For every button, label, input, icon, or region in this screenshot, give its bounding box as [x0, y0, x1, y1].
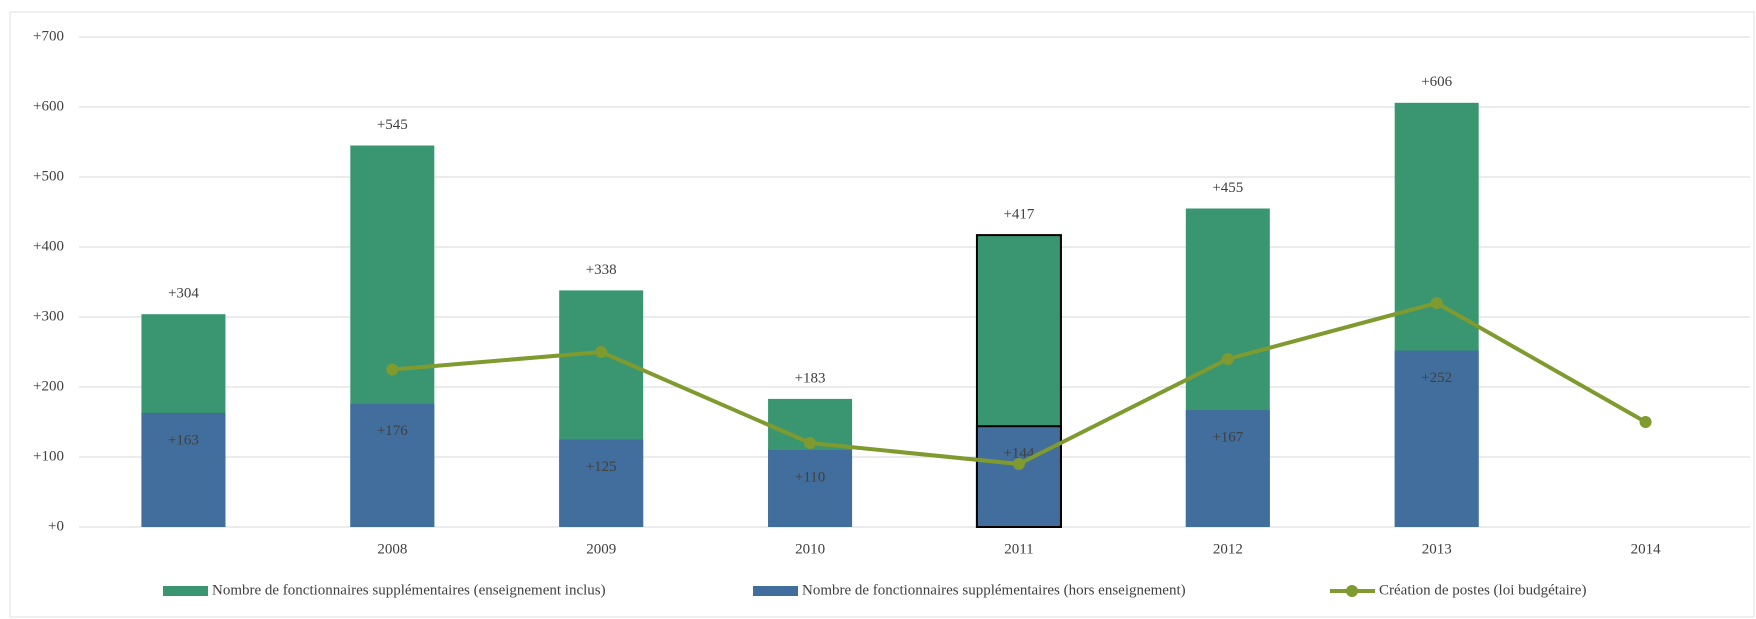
bar [1185, 410, 1270, 527]
value-label: +338 [586, 262, 617, 278]
value-label: +252 [1421, 370, 1452, 386]
y-tick-label: +100 [33, 448, 64, 464]
legend-label: Nombre de fonctionnaires supplémentaires… [802, 582, 1186, 598]
value-label: +110 [795, 469, 825, 485]
value-label: +545 [377, 117, 408, 133]
legend-label: Création de postes (loi budgétaire) [1379, 582, 1586, 598]
y-tick-label: +200 [33, 378, 64, 394]
bar [768, 450, 853, 527]
bar [141, 412, 226, 527]
line-point [1221, 353, 1234, 365]
x-tick-label: 2008 [377, 541, 407, 557]
bar [350, 403, 435, 527]
x-tick-label: 2010 [795, 541, 825, 557]
bar [559, 439, 644, 527]
legend-swatch [163, 586, 208, 596]
value-label: +183 [795, 370, 826, 386]
value-label: +176 [377, 423, 408, 439]
y-tick-label: +700 [33, 28, 64, 44]
value-label: +144 [1003, 446, 1034, 462]
value-label: +163 [168, 432, 199, 448]
legend-label: Nombre de fonctionnaires supplémentaires… [212, 582, 606, 598]
x-tick-label: 2011 [1004, 541, 1033, 557]
y-tick-label: +500 [33, 168, 64, 184]
x-tick-label: 2012 [1213, 541, 1243, 557]
chart-frame [9, 11, 1755, 618]
value-label: +606 [1421, 74, 1452, 90]
line-point [804, 437, 817, 449]
y-tick-label: +400 [33, 238, 64, 254]
x-tick-label: 2014 [1631, 541, 1662, 557]
value-label: +455 [1212, 180, 1243, 196]
y-tick-label: +600 [33, 98, 64, 114]
line-point [1639, 416, 1652, 428]
line-point [1430, 297, 1443, 309]
line-point [1012, 458, 1025, 470]
line-point [386, 363, 399, 376]
bar [975, 425, 1062, 529]
value-label: +125 [586, 459, 617, 475]
legend-swatch [753, 586, 798, 596]
value-label: +417 [1003, 207, 1034, 223]
y-tick-label: +0 [48, 518, 64, 534]
x-tick-label: 2013 [1422, 541, 1452, 557]
bar [1394, 350, 1479, 527]
value-label: +167 [1212, 430, 1243, 446]
y-tick-label: +300 [33, 308, 64, 324]
value-label: +304 [168, 286, 199, 302]
legend-swatch [1346, 585, 1358, 597]
line-point [595, 346, 608, 358]
x-tick-label: 2009 [586, 541, 616, 557]
